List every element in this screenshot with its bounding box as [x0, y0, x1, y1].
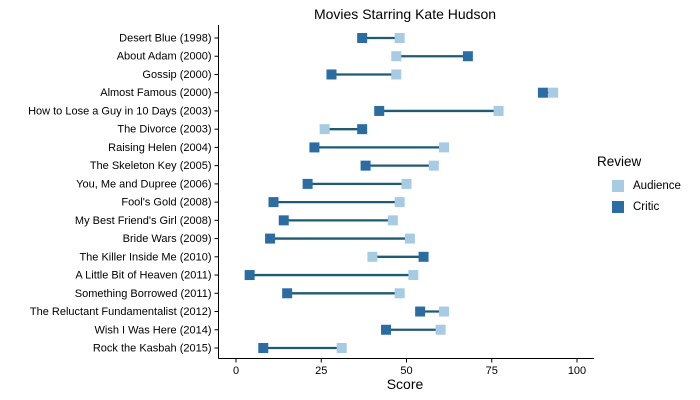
critic-marker [258, 342, 269, 353]
critic-marker [268, 197, 279, 208]
chart-title: Movies Starring Kate Hudson [313, 6, 497, 22]
audience-marker [428, 160, 439, 171]
movie-label: Fool's Gold (2008) [121, 197, 211, 209]
x-tick-label: 50 [400, 365, 412, 377]
critic-marker [302, 178, 313, 189]
audience-marker [394, 33, 405, 43]
legend-item-audience: Audience [597, 180, 681, 192]
audience-marker [439, 306, 450, 317]
movie-label: The Skeleton Key (2005) [90, 160, 212, 172]
legend-label-critic: Critic [633, 201, 660, 213]
critic-marker [278, 215, 289, 226]
audience-marker [394, 197, 405, 208]
legend: Review Audience Critic [597, 154, 681, 222]
critic-marker [381, 324, 392, 335]
movie-label: Gossip (2000) [142, 69, 211, 81]
movie-label: Rock the Kasbah (2015) [93, 342, 212, 354]
critic-swatch [612, 201, 624, 213]
critic-marker [357, 33, 368, 43]
critic-marker [537, 87, 548, 98]
movie-label: How to Lose a Guy in 10 Days (2003) [28, 105, 211, 117]
critic-marker [309, 142, 320, 153]
x-tick-label: 75 [486, 365, 498, 377]
audience-marker [367, 251, 378, 262]
movie-label: Wish I Was Here (2014) [95, 324, 212, 336]
audience-marker [391, 51, 402, 62]
audience-marker [408, 270, 419, 281]
legend-item-critic: Critic [597, 201, 681, 213]
critic-marker [374, 105, 385, 116]
audience-marker [387, 215, 398, 226]
critic-marker [326, 69, 337, 80]
audience-marker [394, 288, 405, 299]
audience-swatch [612, 180, 624, 192]
movie-label: The Divorce (2003) [117, 124, 211, 136]
movie-label: About Adam (2000) [117, 51, 212, 63]
critic-marker [415, 306, 426, 317]
movie-label: Raising Helen (2004) [108, 142, 211, 154]
critic-marker [360, 160, 371, 171]
movie-label: Almost Famous (2000) [100, 87, 211, 99]
audience-marker [391, 69, 402, 80]
critic-marker [282, 288, 293, 299]
movie-label: Bride Wars (2009) [123, 233, 212, 245]
audience-marker [401, 178, 412, 189]
audience-marker [336, 342, 347, 353]
legend-label-audience: Audience [633, 180, 681, 192]
movie-label: You, Me and Dupree (2006) [76, 178, 211, 190]
audience-marker [435, 324, 446, 335]
critic-marker [462, 51, 473, 62]
audience-marker [548, 87, 559, 98]
movie-label: The Killer Inside Me (2010) [79, 251, 211, 263]
movie-label: The Reluctant Fundamentalist (2012) [30, 306, 212, 318]
critic-marker [418, 251, 429, 262]
x-tick-label: 100 [568, 365, 586, 377]
x-tick-label: 25 [315, 365, 327, 377]
audience-marker [493, 105, 504, 116]
movie-label: Desert Blue (1998) [119, 33, 211, 45]
critic-marker [357, 124, 368, 135]
x-axis-title: Score [386, 376, 424, 392]
movie-label: My Best Friend's Girl (2008) [75, 215, 212, 227]
movie-label: A Little Bit of Heaven (2011) [75, 270, 211, 282]
x-tick-label: 0 [233, 365, 239, 377]
audience-marker [439, 142, 450, 153]
critic-marker [244, 270, 255, 281]
legend-title: Review [597, 154, 642, 169]
audience-marker [404, 233, 415, 244]
audience-marker [319, 124, 330, 135]
critic-marker [265, 233, 276, 244]
movie-label: Something Borrowed (2011) [75, 288, 212, 300]
